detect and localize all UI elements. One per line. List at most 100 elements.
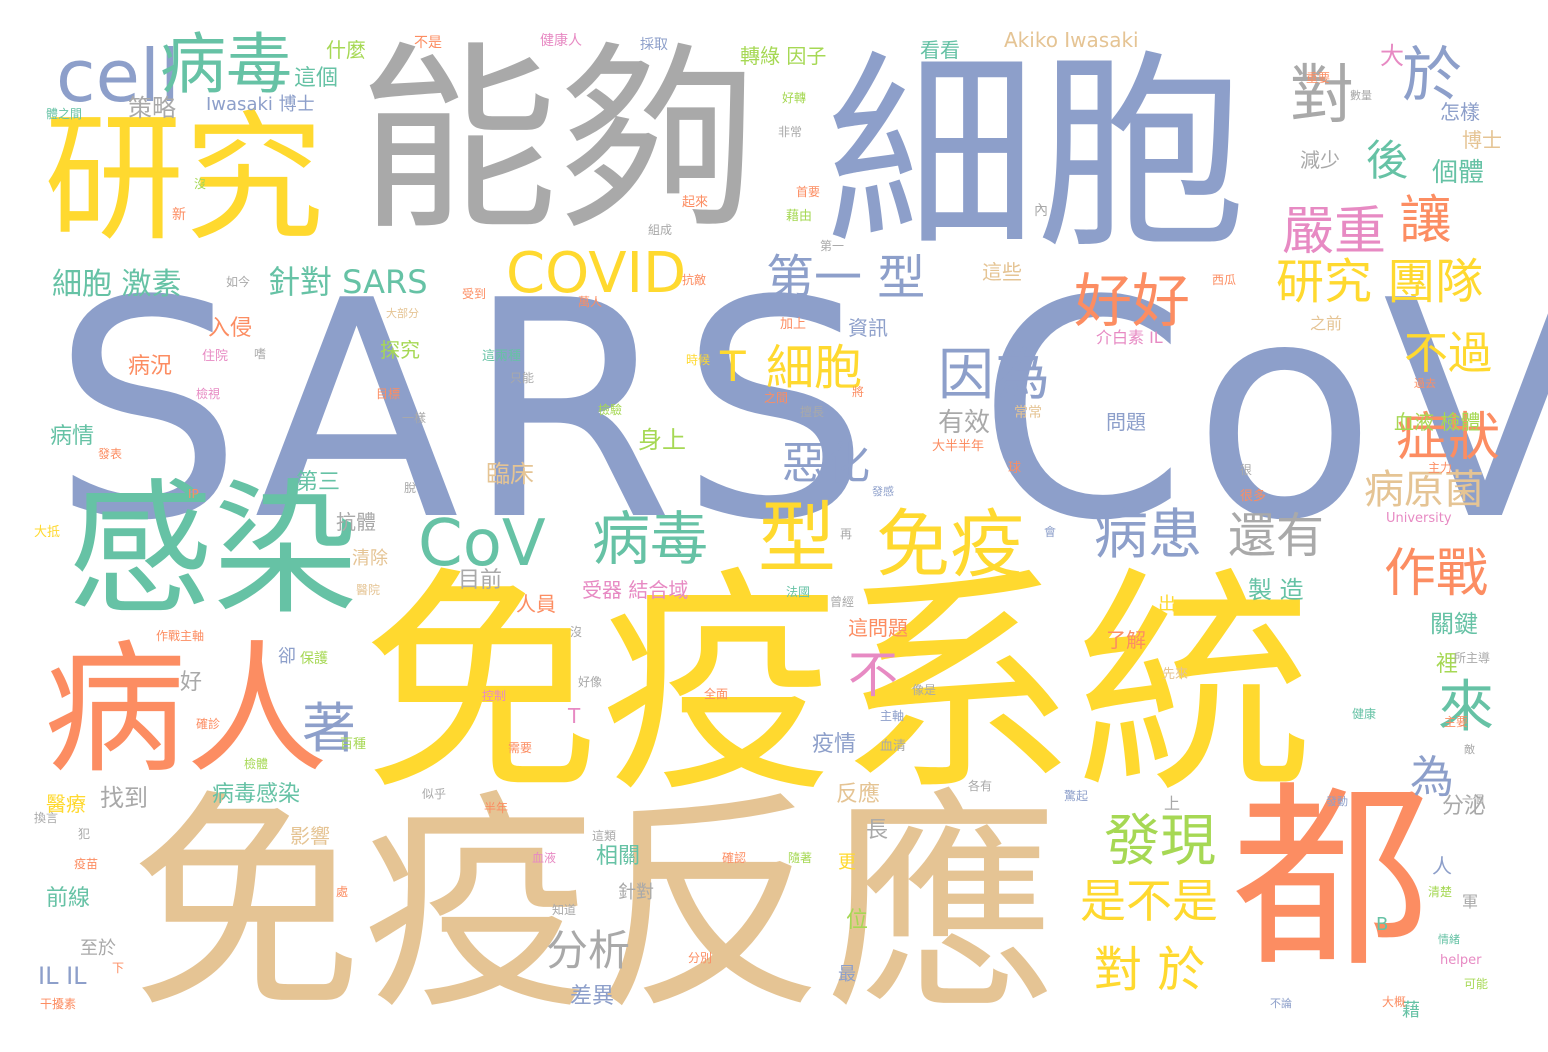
word-xi-bao-large: 細胞	[826, 32, 1247, 277]
word-neng-gou: 能夠	[358, 25, 759, 258]
word-zhe-lei: 這類	[592, 829, 617, 843]
word-wei: 為	[1410, 752, 1454, 803]
word-bing-qing: 病情	[50, 424, 95, 449]
word-dou: 都	[1232, 763, 1430, 994]
word-wan-ren: 萬人	[578, 295, 603, 309]
word-fa-guo: 法國	[786, 585, 811, 599]
word-ce-lue: 策略	[128, 94, 176, 122]
word-university: University	[1386, 511, 1452, 526]
word-suo-zhu-dao: 所主導	[1454, 651, 1491, 665]
word-zhen-dui: 針對	[618, 882, 654, 903]
word-ying-xiang: 影響	[290, 824, 330, 848]
word-shen-shang: 身上	[638, 426, 686, 454]
word-cai-qu: 採取	[640, 37, 668, 53]
word-lai: 來	[1438, 675, 1494, 740]
word-yi-yuan: 醫院	[356, 583, 381, 597]
word-hao-hao: 好好	[1074, 267, 1191, 335]
word-ge-ti: 個體	[1432, 158, 1485, 188]
word-zhu-zhou: 主軸	[880, 709, 905, 723]
word-zhi-neng: 只能	[510, 371, 535, 385]
word-jie: 藉	[1402, 1000, 1420, 1021]
word-zhe-wen-ti: 這問題	[848, 616, 908, 640]
word-nei: 內	[1034, 203, 1048, 219]
word-zhi-qian: 之前	[1310, 314, 1343, 333]
word-lin-chuang: 臨床	[486, 460, 534, 488]
word-wei-pos: 位	[846, 908, 869, 933]
word-zhong-yao: 重要	[1306, 71, 1331, 85]
word-mian-yi-mid: 免疫	[876, 502, 1024, 588]
word-kang-ti: 抗體	[336, 510, 376, 534]
word-ge-you: 各有	[968, 779, 993, 793]
word-zhi-zao: 製 造	[1248, 576, 1304, 604]
word-zui: 最	[838, 964, 856, 985]
word-bo-shi: 博士	[1462, 128, 1502, 152]
word-yan-zhong: 嚴重	[1282, 202, 1387, 262]
word-zuo-zhan-zhu-zhou: 作戰主軸	[156, 629, 205, 643]
word-ren-yuan: 人員	[516, 592, 556, 616]
word-bai-zhong: 百種	[340, 737, 367, 752]
word-hai-you: 還有	[1228, 508, 1325, 564]
word-yi-liao: 醫療	[46, 792, 86, 816]
word-xiang-guan: 相關	[596, 844, 641, 869]
word-jie-you: 藉由	[786, 209, 813, 224]
word-shi: 嗜	[254, 347, 267, 361]
word-wen-ti: 問題	[1106, 410, 1146, 434]
word-jia-shang: 加上	[780, 317, 807, 332]
word-bing-huan: 病患	[1094, 503, 1202, 566]
word-xue-ye-jian-ti: 血液 檢體	[1394, 410, 1481, 434]
word-ru-jin: 如今	[226, 275, 251, 289]
word-kan-kan: 看看	[920, 38, 960, 62]
word-zhen-dui-sars: 針對 SARS	[268, 263, 428, 301]
word-jian-kang-ren: 健康人	[540, 33, 582, 49]
word-xi-bao-mid: 細胞	[766, 340, 863, 396]
word-cov-small: CoV	[418, 507, 546, 581]
word-xu-yao: 需要	[508, 741, 533, 755]
word-zhuan-lu-yin-zi: 轉綠 因子	[740, 44, 827, 68]
word-bing-ren: 病人	[44, 628, 328, 793]
word-fa-xian: 發現	[1104, 809, 1216, 874]
word-xia: 下	[112, 961, 125, 975]
word-zhe-liang-zhong: 這兩種	[482, 349, 522, 364]
word-que-zhen: 確診	[196, 717, 221, 731]
word-zhe-ge: 這個	[294, 66, 339, 91]
word-yi-yang: 一樣	[402, 411, 427, 425]
word-mei-small: 沒	[570, 625, 583, 639]
word-yi-ge: 一個	[1462, 793, 1484, 806]
word-di-yi-xing: 第一 型	[766, 250, 926, 306]
word-bu: 不	[848, 646, 898, 704]
word-jian-shi: 檢視	[196, 387, 221, 401]
word-xi-gua: 西瓜	[1212, 273, 1237, 287]
word-quan-mian: 全面	[704, 687, 729, 701]
word-hao-zhuan: 好轉	[782, 91, 807, 105]
word-akiko: Akiko Iwasaki	[1004, 28, 1139, 52]
word-da-bu-fen: 大部分	[386, 307, 419, 320]
word-zhi-jian: 之間	[764, 391, 789, 405]
word-gan-rao-su: 干擾素	[40, 997, 77, 1011]
word-jian-kang: 健康	[1352, 707, 1377, 721]
word-jian-shao: 減少	[1300, 148, 1340, 172]
word-hui: 會	[1044, 525, 1057, 539]
word-ke-neng: 可能	[1464, 977, 1489, 991]
word-jie-bai-su: 介白素 IL	[1096, 328, 1163, 347]
word-fa-biao: 發表	[98, 447, 123, 461]
word-chang-chang: 常常	[1014, 405, 1042, 421]
word-covid: COVID	[506, 241, 687, 306]
word-hao-xiang: 好像	[578, 675, 603, 689]
word-dui-yu: 對 於	[1094, 942, 1206, 998]
word-da-ban-ban-nian: 大半半年	[932, 439, 985, 454]
word-yu: 於	[1402, 41, 1462, 111]
word-zai: 再	[840, 527, 853, 541]
word-kang-di: 抗敵	[682, 273, 707, 287]
word-hen-duo: 很多	[1240, 489, 1267, 504]
word-gan-ran: 感染	[68, 466, 358, 635]
word-xi-bao-ji-su: 細胞 激素	[52, 267, 182, 302]
word-helper: helper	[1440, 953, 1482, 968]
word-bing-du-top: 病毒	[160, 26, 292, 103]
word-jian-ti: 檢體	[244, 757, 269, 771]
word-zhe: 著	[302, 697, 356, 760]
word-il-il: IL IL	[38, 962, 87, 990]
word-you-xiao: 有效	[938, 408, 991, 438]
word-e-hua: 惡化	[782, 438, 870, 489]
word-iwasaki-boshi: Iwasaki 博士	[206, 94, 315, 115]
